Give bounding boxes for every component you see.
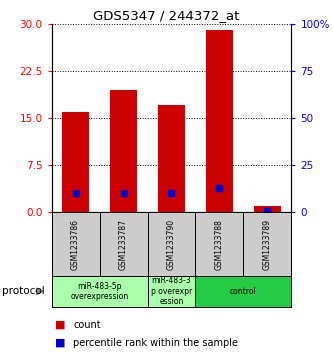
Text: ■: ■ — [55, 338, 66, 348]
Text: miR-483-5p
overexpression: miR-483-5p overexpression — [71, 282, 129, 301]
Text: GSM1233790: GSM1233790 — [167, 219, 176, 270]
Text: GDS5347 / 244372_at: GDS5347 / 244372_at — [93, 9, 240, 22]
Bar — [62, 112, 89, 212]
Text: GSM1233786: GSM1233786 — [71, 219, 80, 270]
Text: percentile rank within the sample: percentile rank within the sample — [73, 338, 238, 348]
Text: count: count — [73, 320, 101, 330]
Bar — [158, 105, 185, 212]
Text: control: control — [230, 287, 257, 296]
Bar — [110, 90, 137, 212]
Text: GSM1233787: GSM1233787 — [119, 219, 128, 270]
Text: ■: ■ — [55, 320, 66, 330]
Bar — [254, 206, 281, 212]
Text: GSM1233788: GSM1233788 — [215, 219, 224, 270]
Text: GSM1233789: GSM1233789 — [263, 219, 272, 270]
Bar — [206, 30, 233, 212]
Text: miR-483-3
p overexpr
ession: miR-483-3 p overexpr ession — [151, 276, 192, 306]
Text: protocol: protocol — [2, 286, 44, 296]
